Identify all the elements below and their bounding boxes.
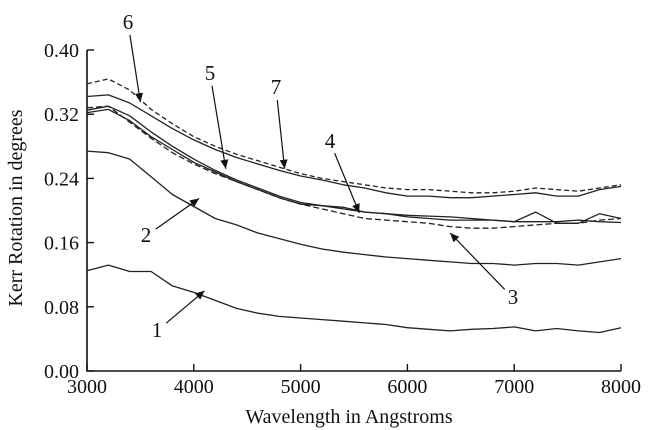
curve-label-1: 1 — [152, 318, 163, 342]
series-line-4 — [86, 105, 622, 224]
annotation-arrow-5 — [211, 85, 227, 169]
y-tick-label: 0.32 — [44, 104, 79, 126]
series-line-6 — [86, 78, 622, 194]
y-tick-label: 0.24 — [44, 168, 79, 190]
x-tick-label: 5000 — [281, 376, 321, 398]
x-tick-label: 3000 — [67, 376, 107, 398]
y-tick-label: 0.08 — [44, 297, 79, 319]
axes: 3000 4000 5000 6000 7000 8000 0.00 0.08 0.16 0.24… — [44, 40, 641, 398]
curve-label-4: 4 — [325, 129, 336, 153]
annotation-arrow-4 — [334, 152, 360, 214]
series-line-2 — [86, 150, 622, 266]
series-line-1 — [86, 264, 622, 334]
y-tick-label: 0.00 — [44, 361, 79, 383]
annotation-arrowhead-7 — [279, 159, 288, 169]
x-tick-label: 4000 — [174, 376, 214, 398]
series-line-3 — [86, 105, 622, 229]
annotation-arrowhead-6 — [135, 92, 143, 103]
annotation-arrowhead-5 — [220, 159, 229, 169]
y-tick-label: 0.16 — [44, 233, 79, 255]
x-tick-label: 7000 — [494, 376, 534, 398]
series-layer — [86, 78, 622, 334]
y-axis-title: Kerr Rotation in degrees — [5, 109, 27, 306]
y-tick-label: 0.40 — [44, 40, 79, 62]
x-tick-label: 8000 — [601, 376, 641, 398]
annotation-arrow-6 — [129, 34, 141, 103]
curve-label-7: 7 — [271, 75, 282, 99]
x-axis-title: Wavelength in Angstroms — [245, 406, 452, 428]
curve-label-3: 3 — [508, 285, 519, 309]
annotation-arrowhead-1 — [195, 290, 205, 300]
series-line-7 — [86, 94, 622, 199]
annotation-arrowhead-4 — [352, 203, 360, 213]
series-line-5 — [86, 108, 622, 224]
annotation-arrow-7 — [276, 99, 286, 169]
annotation-layer: 1 2 3 4 5 6 7 — [123, 10, 519, 342]
curve-label-2: 2 — [141, 223, 152, 247]
curve-label-6: 6 — [123, 10, 134, 34]
x-tick-label: 6000 — [387, 376, 427, 398]
curve-label-5: 5 — [205, 61, 216, 85]
annotation-arrowhead-2 — [189, 198, 200, 207]
annotation-arrowhead-3 — [450, 233, 460, 243]
annotation-arrow-3 — [449, 232, 506, 290]
